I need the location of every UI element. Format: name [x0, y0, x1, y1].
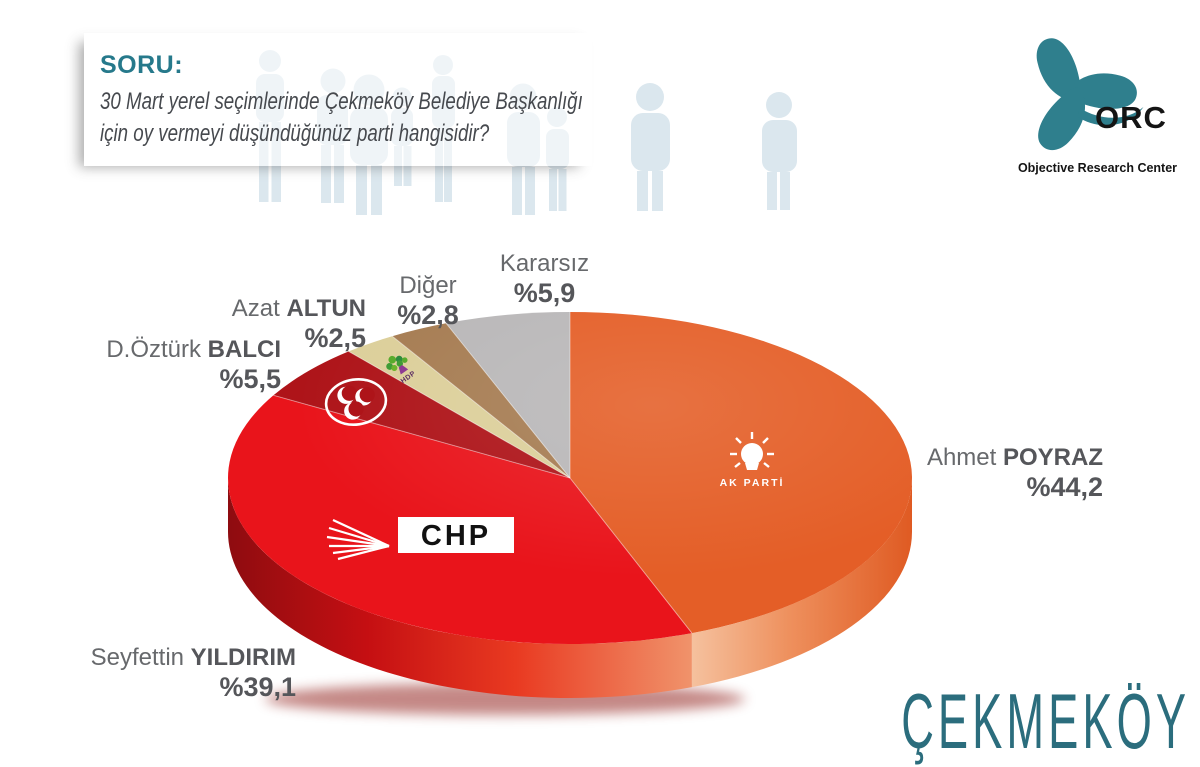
- pie-sheen: [228, 312, 912, 644]
- city-wordmark: ÇEKMEKÖY: [901, 677, 1190, 765]
- crescent-cutout: [359, 387, 375, 403]
- slice-label-yildirim: Seyfettin YILDIRIM %39,1: [91, 644, 296, 702]
- slice-percentage: %5,9: [513, 278, 576, 308]
- pie-rim-CHP: [228, 478, 692, 698]
- candidate-first-name: Ahmet: [926, 444, 997, 471]
- slice-percentage: %44,2: [1026, 472, 1103, 502]
- slice-percentage: %39,1: [219, 672, 296, 702]
- slice-label-kararsiz: Kararsız %5,9: [462, 250, 627, 308]
- akp-logo-text: AK PARTİ: [720, 476, 785, 489]
- orc-wordmark: ORC: [1095, 100, 1167, 135]
- orc-logo: ORC Objective Research Center: [1005, 14, 1190, 184]
- slice-label-altun: Azat ALTUN %2,5: [232, 295, 366, 353]
- chp-logo-text: CHP: [421, 520, 491, 552]
- akp-party-logo: AK PARTİ: [720, 432, 785, 489]
- question-line-2: için oy vermeyi düşündüğünüz parti hangi…: [100, 120, 490, 147]
- slice-label-balci: D.Öztürk BALCI %5,5: [106, 336, 281, 394]
- candidate-last-name: BALCI: [207, 336, 281, 363]
- slice-name: Kararsız: [499, 250, 590, 277]
- slice-label-poyraz: Ahmet POYRAZ %44,2: [927, 444, 1103, 502]
- pie-slices: [227, 312, 913, 715]
- pie-rim-AK PARTİ: [691, 478, 912, 688]
- chp-party-logo: CHP: [326, 517, 514, 561]
- candidate-last-name: YILDIRIM: [190, 644, 296, 671]
- crescent-cutout: [348, 401, 364, 417]
- question-card: SORU: 30 Mart yerel seçimlerinde Çekmekö…: [84, 33, 592, 166]
- slice-label-diger: Diğer %2,8: [378, 272, 478, 330]
- slice-percentage: %2,8: [397, 300, 459, 330]
- orc-logo-mark: [1036, 38, 1144, 151]
- slice-percentage: %5,5: [219, 364, 281, 394]
- orc-subtitle: Objective Research Center: [1017, 161, 1178, 175]
- candidate-first-name: Seyfettin: [90, 644, 184, 671]
- person-silhouette: [631, 83, 670, 211]
- candidate-first-name: D.Öztürk: [106, 336, 201, 363]
- candidate-last-name: POYRAZ: [1002, 444, 1103, 471]
- question-heading: SORU:: [100, 51, 184, 79]
- candidate-first-name: Azat: [231, 295, 280, 322]
- crescent-cutout: [341, 385, 357, 401]
- slice-name: Diğer: [399, 272, 457, 299]
- slice-percentage: %2,5: [304, 323, 366, 353]
- question-text: 30 Mart yerel seçimlerinde Çekmeköy Bele…: [100, 86, 583, 150]
- question-line-1: 30 Mart yerel seçimlerinde Çekmeköy Bele…: [100, 88, 583, 115]
- mhp-party-logo: [324, 378, 388, 426]
- candidate-last-name: ALTUN: [286, 295, 366, 322]
- person-silhouette: [762, 92, 797, 210]
